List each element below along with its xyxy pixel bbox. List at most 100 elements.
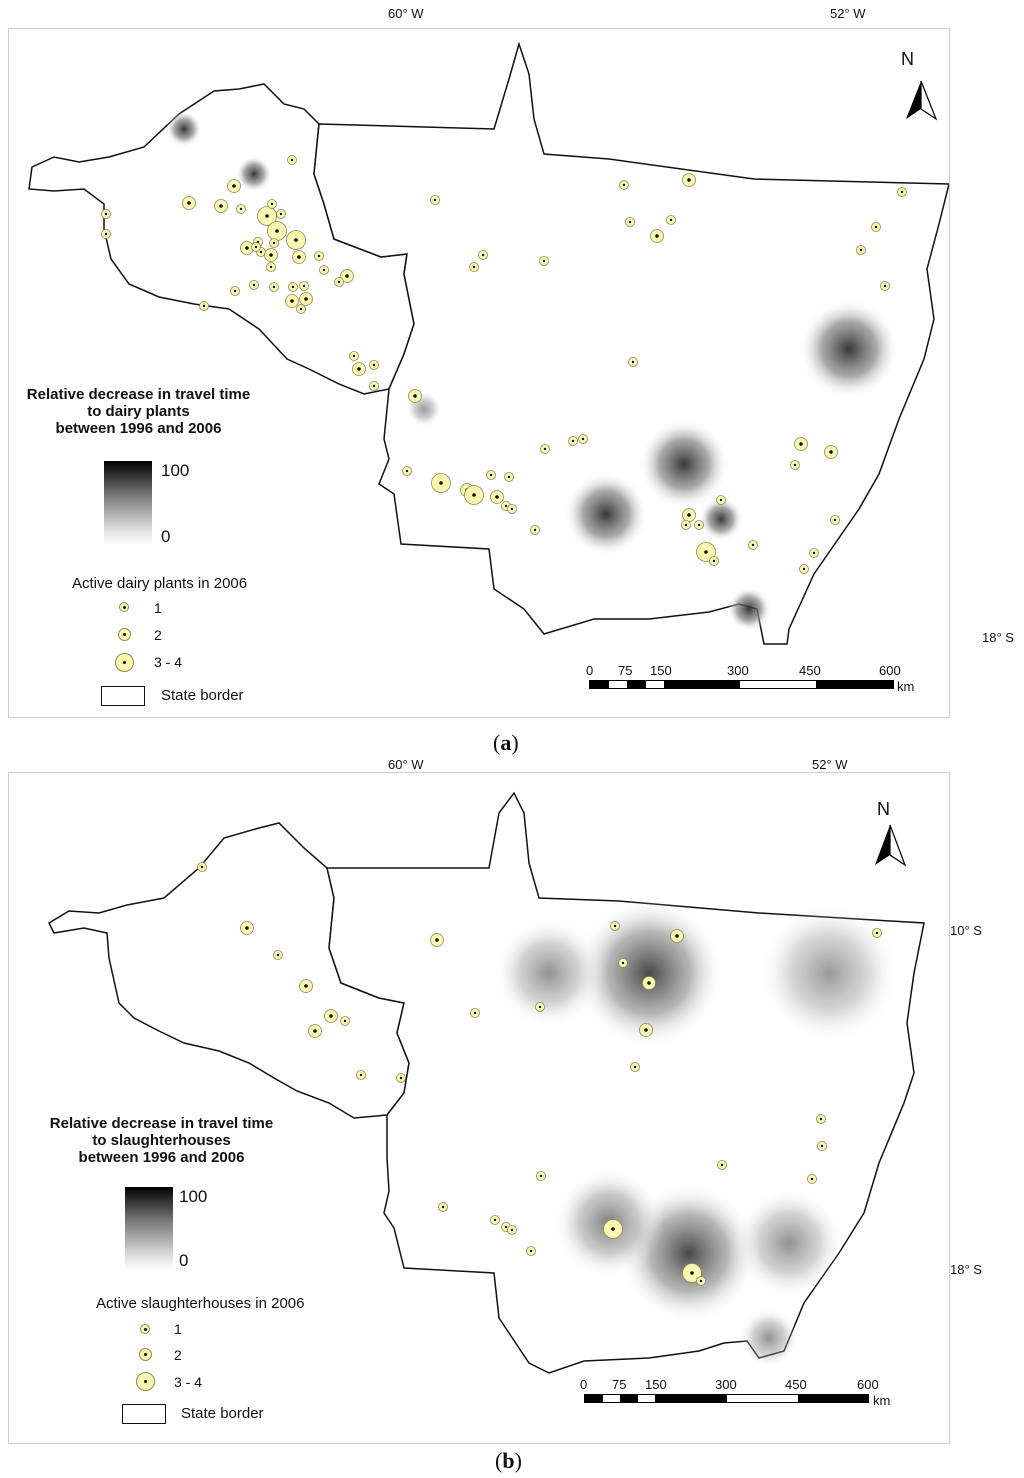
dairy-point-40 (469, 262, 479, 272)
legend-class-2-b: 2 (174, 1347, 182, 1363)
dairy-point-43 (682, 173, 696, 187)
north-label-a: N (901, 49, 914, 69)
legend-symbol-small-a (119, 602, 129, 612)
dairy-point-72 (830, 515, 840, 525)
scale-tick-150-b: 150 (645, 1377, 667, 1392)
dairy-point-1 (227, 179, 241, 193)
color-ramp-a (104, 461, 152, 545)
ramp-max-label-a: 100 (161, 461, 190, 480)
caption-b: (b) (495, 1448, 522, 1473)
north-arrow-icon-b (875, 824, 907, 867)
lon-label-60w-b: 60° W (388, 757, 424, 772)
legend-class-1-b: 1 (174, 1321, 182, 1337)
legend-class-3-b: 3 - 4 (174, 1374, 203, 1390)
legend-title-line-1-b: Relative decrease in travel time (49, 1115, 274, 1132)
slaughter-point-30 (682, 1263, 702, 1283)
scale-tick-75-b: 75 (612, 1377, 627, 1392)
dairy-point-77 (799, 564, 809, 574)
legend-title-line-2-a: to dairy plants (87, 403, 190, 420)
dairy-point-48 (871, 222, 881, 232)
ramp-max-label-b: 100 (179, 1187, 208, 1206)
legend-class-1-a: 1 (154, 600, 162, 616)
caption-letter-a: a (500, 730, 512, 755)
legend-title-line-2-b: to slaughterhouses (92, 1132, 231, 1149)
slaughter-point-2 (273, 950, 283, 960)
dairy-point-53 (568, 436, 578, 446)
dairy-point-7 (276, 209, 286, 219)
legend-title-line-1-a: Relative decrease in travel time (26, 386, 251, 403)
dairy-point-67 (530, 525, 540, 535)
dairy-point-30 (296, 304, 306, 314)
legend-symbol-medium-b (139, 1348, 152, 1361)
dairy-point-37 (408, 389, 422, 403)
dairy-point-20 (334, 277, 344, 287)
legend-title-b: Relative decrease in travel time to slau… (34, 1115, 289, 1166)
dairy-point-64 (490, 490, 504, 504)
scale-unit-a: km (897, 679, 915, 694)
dairy-point-55 (794, 437, 808, 451)
color-ramp-b (125, 1187, 173, 1271)
slaughter-point-23 (536, 1171, 546, 1181)
dairy-point-39 (478, 250, 488, 260)
legend-symbol-large-b (136, 1372, 155, 1391)
slaughter-point-5 (340, 1016, 350, 1026)
slaughter-point-24 (438, 1202, 448, 1212)
legend-state-border-symbol-b (122, 1404, 166, 1424)
dairy-point-49 (856, 245, 866, 255)
point-layer-a (101, 155, 907, 574)
legend-title-line-3-a: between 1996 and 2006 (55, 420, 222, 437)
slaughter-point-13 (670, 929, 684, 943)
dairy-point-42 (619, 180, 629, 190)
lon-label-60w-a: 60° W (388, 6, 424, 21)
state-mato-grosso-b (326, 791, 925, 1374)
lat-label-18s-a: 18° S (982, 630, 1014, 645)
dairy-point-33 (349, 351, 359, 361)
slaughter-point-16 (639, 1023, 653, 1037)
slaughter-point-25 (490, 1215, 500, 1225)
dairy-point-45 (666, 215, 676, 225)
dairy-point-14 (251, 242, 261, 252)
dairy-point-21 (266, 262, 276, 272)
slaughter-point-22 (807, 1174, 817, 1184)
dairy-point-41 (539, 256, 549, 266)
slaughter-point-18 (872, 928, 882, 938)
slaughter-point-15 (642, 976, 656, 990)
slaughter-point-21 (717, 1160, 727, 1170)
dairy-point-23 (269, 282, 279, 292)
travel-time-surface-a (166, 111, 899, 631)
scale-unit-b: km (873, 1393, 891, 1408)
dairy-point-68 (682, 508, 696, 522)
dairy-point-60 (486, 470, 496, 480)
slaughter-point-7 (356, 1070, 366, 1080)
legend-symbol-small-b (140, 1324, 150, 1334)
slaughter-point-9 (430, 933, 444, 947)
dairy-point-8 (267, 221, 287, 241)
map-panel-b: N Relative decrease in travel time to sl… (8, 772, 950, 1444)
dairy-point-73 (696, 542, 716, 562)
dairy-point-32 (101, 229, 111, 239)
legend-state-border-label-a: State border (161, 687, 244, 704)
dairy-point-74 (709, 556, 719, 566)
lon-label-52w-a: 52° W (830, 6, 866, 21)
lon-label-52w-b: 52° W (812, 757, 848, 772)
scale-tick-600-a: 600 (879, 663, 901, 678)
slaughter-point-29 (603, 1219, 623, 1239)
dairy-point-19 (340, 269, 354, 283)
lat-label-10s-b: 10° S (950, 923, 982, 938)
dairy-point-61 (504, 472, 514, 482)
dairy-point-22 (249, 280, 259, 290)
dairy-point-31 (101, 209, 111, 219)
dairy-point-70 (694, 520, 704, 530)
north-arrow-icon-a (906, 80, 938, 121)
map-panel-a: N 10° S Relative decrease in travel time… (8, 28, 950, 718)
ramp-min-label-b: 0 (179, 1251, 189, 1270)
dairy-point-6 (267, 199, 277, 209)
dairy-point-29 (199, 301, 209, 311)
dairy-point-56 (824, 445, 838, 459)
dairy-point-50 (880, 281, 890, 291)
legend-title-line-3-b: between 1996 and 2006 (78, 1149, 245, 1166)
dairy-point-71 (716, 495, 726, 505)
dairy-point-5 (257, 206, 277, 226)
dairy-point-12 (269, 238, 279, 248)
dairy-point-58 (402, 466, 412, 476)
